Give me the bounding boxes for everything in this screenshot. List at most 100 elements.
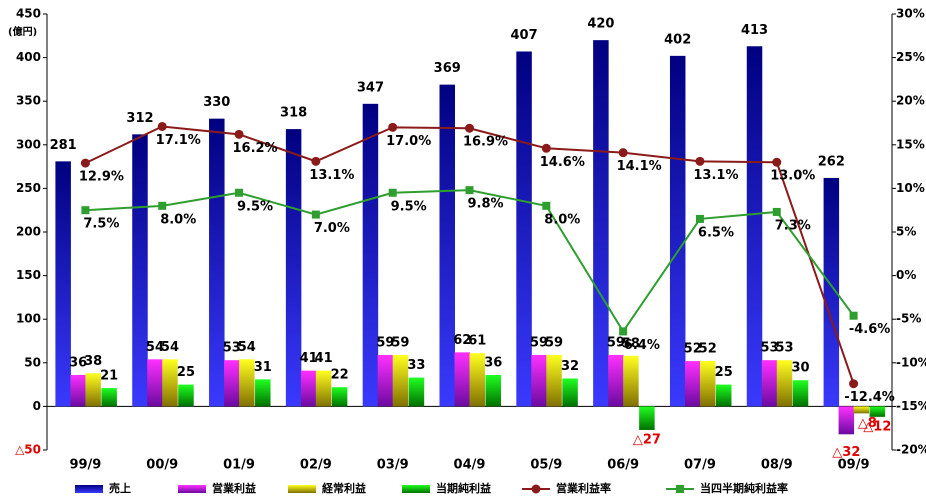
bar [285,129,302,407]
marker [80,158,90,168]
x-tick-label: 00/9 [146,458,178,473]
bar [853,406,870,414]
bar [669,55,686,407]
bar [792,380,809,407]
y2-tick-label: -20% [896,443,926,457]
y-tick-label: 100 [16,312,41,326]
bar [101,388,117,407]
bar [408,377,425,407]
bar [639,406,655,430]
bar [531,354,547,407]
marker [465,186,474,195]
bar [838,406,855,435]
bar [147,359,163,407]
marker [695,156,705,166]
bar [485,375,501,407]
data-label: 53 [775,341,793,356]
bar [869,406,886,417]
data-label: 7.5% [83,217,119,232]
legend-label: 売上 [109,481,131,495]
data-label: 58 [622,336,640,351]
marker [235,188,244,197]
bar [761,360,778,407]
y2-tick-label: 0% [896,268,916,282]
bar [300,370,317,407]
bar [516,51,532,407]
marker [311,156,321,166]
bar [224,360,240,407]
data-label: 61 [468,334,486,349]
marker [849,311,858,320]
marker [618,148,628,158]
y-tick-label: 250 [16,181,41,195]
marker [542,201,551,210]
data-label: 7.0% [314,221,350,236]
data-label: △32 [832,445,860,460]
bar [684,361,701,407]
bar [623,355,639,407]
bar [209,118,225,407]
bar [132,134,148,407]
data-label: 59 [530,335,548,350]
y-tick-label: 350 [16,94,41,108]
data-label: 54 [161,340,179,355]
legend-label: 当四半期純利益率 [700,481,788,495]
data-label: 54 [146,340,164,355]
data-label: 22 [331,368,349,383]
y2-tick-label: 20% [896,94,925,108]
y-tick-label: △50 [15,443,41,457]
data-label: 6.5% [698,225,734,240]
y-tick-label: 300 [16,137,41,151]
data-label: 13.1% [309,168,354,183]
marker [849,379,859,389]
data-label: 420 [587,17,614,32]
legend-label: 当期純利益 [436,481,491,495]
data-label: 30 [791,361,809,376]
bar [362,103,379,407]
data-label: 8.0% [160,212,196,227]
data-label: 330 [203,95,230,110]
bar [392,354,409,407]
y2-tick-label: 5% [896,225,916,239]
data-label: -4.6% [849,322,890,337]
y-tick-label: 150 [16,268,41,282]
data-label: 262 [818,154,845,169]
data-label: 21 [100,369,118,384]
data-label: 52 [699,342,717,357]
marker [772,157,782,167]
x-tick-label: 09/9 [838,458,870,473]
data-label: 53 [760,341,778,356]
data-label: 8.0% [544,212,580,227]
marker [388,122,398,132]
legend-label: 営業利益率 [556,481,611,495]
data-label: 347 [357,80,384,95]
legend-swatch [75,485,103,493]
data-label: 53 [223,341,241,356]
legend-swatch [288,485,316,493]
data-label: 14.1% [617,159,662,174]
marker [234,129,244,139]
marker [388,188,397,197]
x-tick-label: 01/9 [223,458,255,473]
data-label: 13.0% [770,169,815,184]
data-label: 17.1% [156,133,201,148]
y-tick-label: 200 [16,225,41,239]
bar [85,373,101,407]
data-label: 402 [664,32,691,47]
y-unit: (億円) [8,25,37,38]
x-tick-label: 02/9 [300,458,332,473]
y-tick-label: 50 [24,355,41,369]
bar [162,359,178,407]
marker [619,327,628,336]
x-tick-label: 07/9 [684,458,716,473]
legend-label: 経常利益 [322,481,366,495]
bar [377,354,394,407]
data-label: 9.5% [237,199,273,214]
bar [454,352,470,407]
data-label: 413 [741,23,768,38]
y2-tick-label: -15% [896,399,926,413]
data-label: 31 [254,360,272,375]
data-label: 9.8% [467,197,503,212]
bar [546,354,562,407]
data-label: 369 [434,61,461,76]
